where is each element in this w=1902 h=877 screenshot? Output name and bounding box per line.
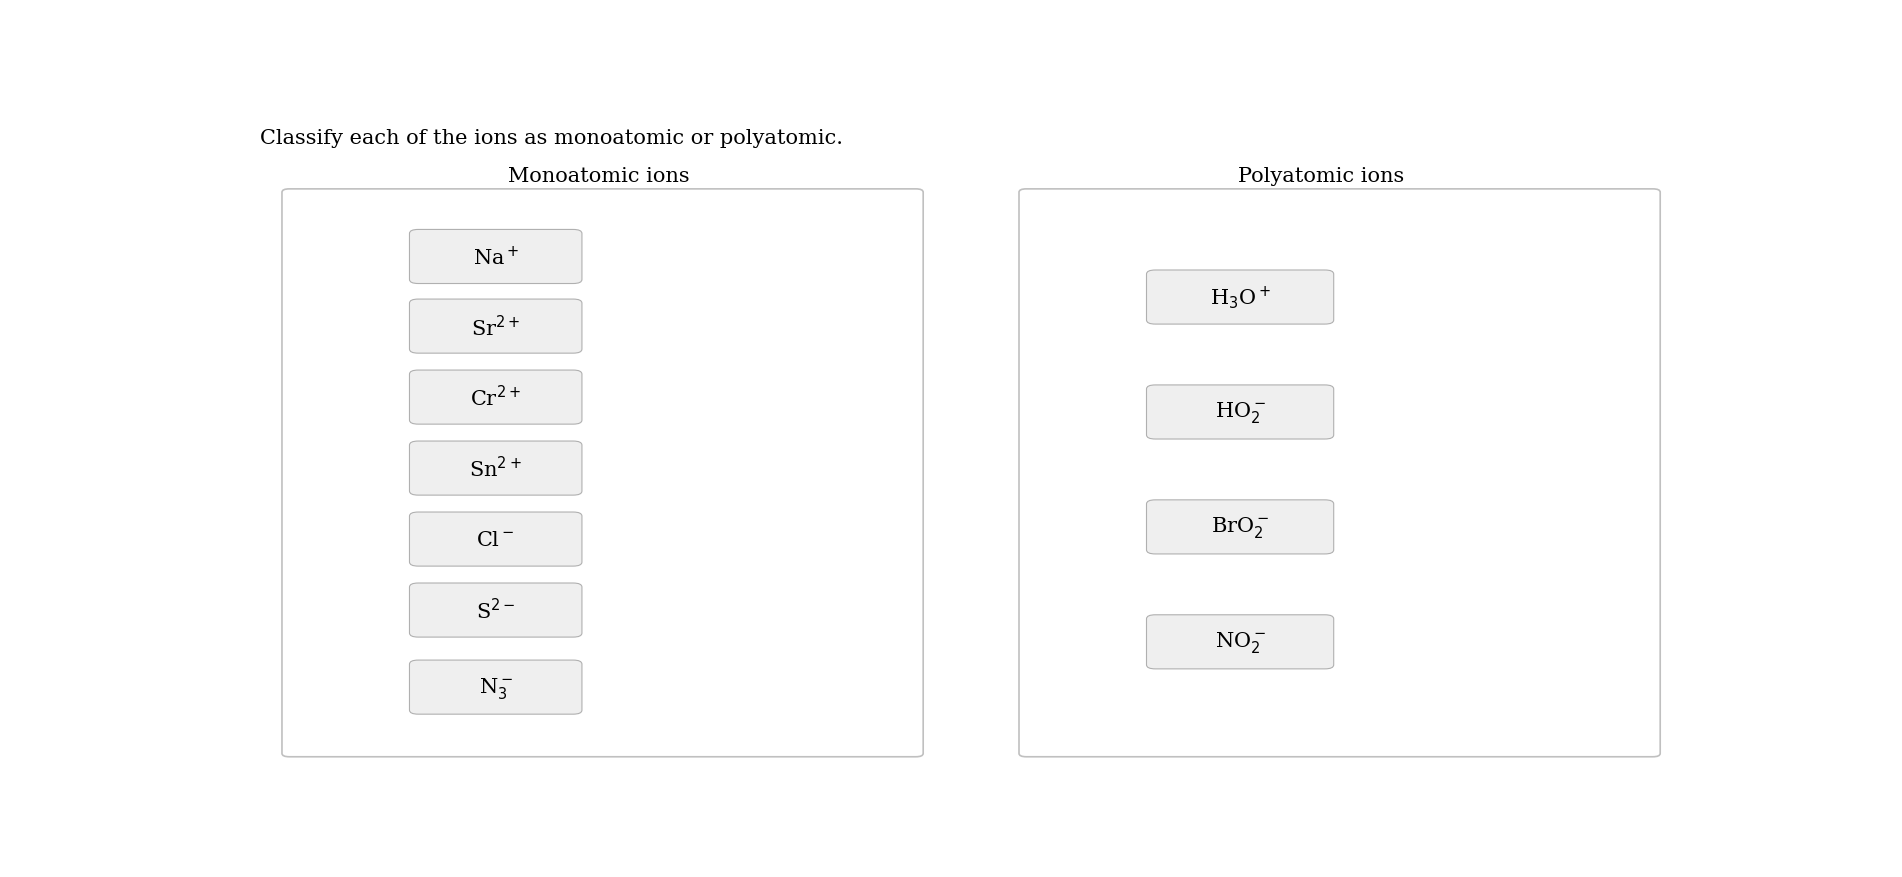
Text: H$_3$O$^+$: H$_3$O$^+$ [1210, 284, 1271, 311]
Text: Cl$^-$: Cl$^-$ [477, 530, 515, 549]
Text: Polyatomic ions: Polyatomic ions [1238, 167, 1404, 186]
FancyBboxPatch shape [409, 230, 582, 284]
Text: BrO$_2^-$: BrO$_2^-$ [1212, 515, 1269, 539]
FancyBboxPatch shape [1147, 500, 1333, 554]
Text: Na$^+$: Na$^+$ [472, 246, 519, 269]
Text: Sn$^{2+}$: Sn$^{2+}$ [470, 456, 521, 481]
Text: Cr$^{2+}$: Cr$^{2+}$ [470, 385, 521, 410]
FancyBboxPatch shape [1147, 615, 1333, 669]
FancyBboxPatch shape [1147, 386, 1333, 439]
FancyBboxPatch shape [1147, 271, 1333, 324]
FancyBboxPatch shape [409, 300, 582, 353]
Text: Monoatomic ions: Monoatomic ions [508, 167, 690, 186]
Text: S$^{2-}$: S$^{2-}$ [476, 598, 515, 623]
FancyBboxPatch shape [409, 512, 582, 567]
FancyBboxPatch shape [281, 189, 922, 757]
FancyBboxPatch shape [409, 441, 582, 496]
FancyBboxPatch shape [1019, 189, 1660, 757]
Text: N$_3^-$: N$_3^-$ [479, 675, 514, 700]
Text: Sr$^{2+}$: Sr$^{2+}$ [472, 314, 521, 339]
FancyBboxPatch shape [409, 583, 582, 638]
Text: NO$_2^-$: NO$_2^-$ [1215, 630, 1265, 654]
FancyBboxPatch shape [409, 371, 582, 424]
FancyBboxPatch shape [409, 660, 582, 715]
Text: Classify each of the ions as monoatomic or polyatomic.: Classify each of the ions as monoatomic … [261, 129, 843, 148]
Text: HO$_2^-$: HO$_2^-$ [1215, 400, 1265, 425]
